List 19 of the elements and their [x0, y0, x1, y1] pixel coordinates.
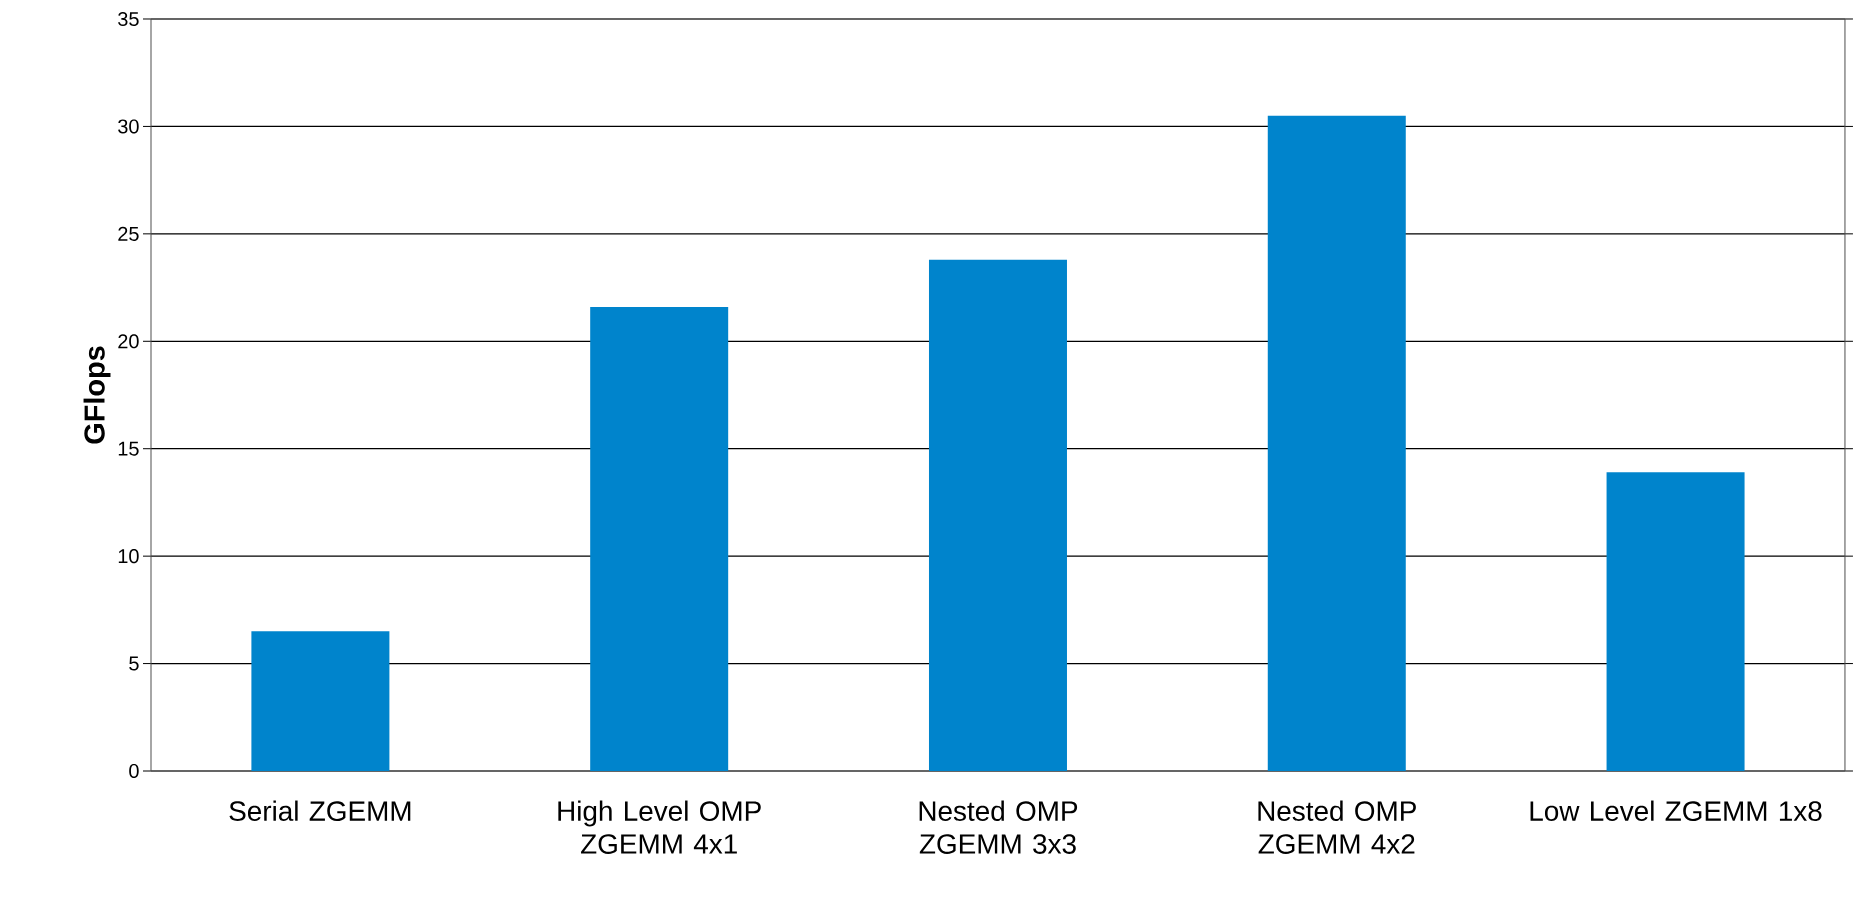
x-tick-label: High Level OMP ZGEMM 4x1	[558, 800, 761, 854]
y-tick-label: 5	[129, 656, 139, 671]
y-tick-label: 20	[118, 334, 139, 349]
x-tick-label: Low Level ZGEMM 1x8	[1530, 800, 1822, 821]
bar	[928, 259, 1067, 771]
bar	[1267, 115, 1406, 771]
x-tick-label: Nested OMP ZGEMM 4x2	[1258, 800, 1416, 854]
y-tick-label: 15	[118, 441, 139, 456]
x-tick-label: Nested OMP ZGEMM 3x3	[919, 800, 1078, 854]
y-tick-label: 0	[129, 763, 139, 779]
y-tick-label: 30	[118, 119, 139, 134]
bar	[590, 306, 729, 771]
bar	[1606, 472, 1745, 771]
bar	[251, 631, 390, 771]
y-tick-label: 25	[118, 226, 139, 241]
y-tick-label: 35	[118, 11, 139, 27]
y-tick-label: 10	[118, 549, 139, 564]
x-tick-label: Serial ZGEMM	[229, 800, 411, 821]
y-axis-title: GFlops	[83, 346, 111, 444]
